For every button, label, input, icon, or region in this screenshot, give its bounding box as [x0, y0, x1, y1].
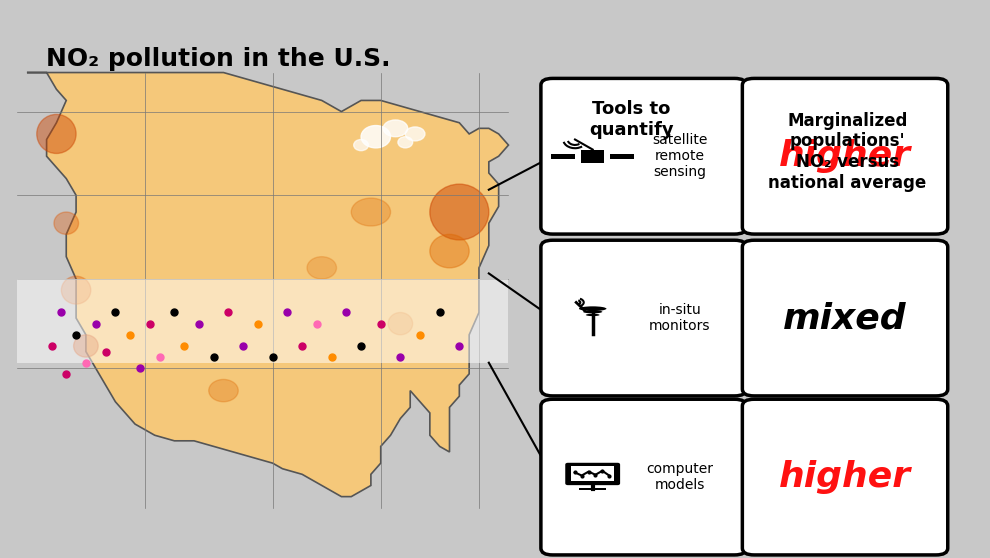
Ellipse shape: [209, 379, 239, 402]
Bar: [571, 466, 614, 482]
Ellipse shape: [307, 257, 337, 279]
Ellipse shape: [54, 212, 78, 234]
Ellipse shape: [351, 198, 390, 226]
FancyBboxPatch shape: [742, 400, 947, 555]
Ellipse shape: [586, 314, 600, 316]
FancyBboxPatch shape: [541, 400, 746, 555]
Bar: [581, 150, 605, 163]
Ellipse shape: [361, 126, 390, 148]
Ellipse shape: [579, 306, 607, 311]
Bar: [579, 488, 607, 490]
Ellipse shape: [61, 276, 91, 304]
FancyBboxPatch shape: [566, 464, 620, 484]
Ellipse shape: [388, 312, 413, 335]
Ellipse shape: [353, 140, 368, 151]
Text: computer
models: computer models: [646, 462, 714, 492]
FancyBboxPatch shape: [742, 78, 947, 234]
Text: NO₂ pollution in the U.S.: NO₂ pollution in the U.S.: [47, 46, 391, 71]
Text: mixed: mixed: [783, 301, 907, 335]
Text: in-situ
monitors: in-situ monitors: [649, 303, 711, 333]
FancyBboxPatch shape: [541, 78, 746, 234]
Ellipse shape: [37, 114, 76, 153]
Ellipse shape: [430, 184, 489, 240]
Text: higher: higher: [779, 460, 911, 494]
Text: Tools to
quantify: Tools to quantify: [589, 100, 673, 140]
Bar: [17, 279, 509, 363]
Ellipse shape: [430, 234, 469, 268]
Ellipse shape: [383, 120, 408, 137]
FancyBboxPatch shape: [541, 240, 746, 396]
Ellipse shape: [405, 127, 425, 141]
Bar: [611, 153, 634, 158]
Ellipse shape: [73, 335, 98, 357]
Text: Marginalized
populations'
NO₂ versus
national average: Marginalized populations' NO₂ versus nat…: [768, 112, 927, 192]
Text: higher: higher: [779, 140, 911, 173]
Bar: [551, 153, 575, 158]
FancyBboxPatch shape: [742, 240, 947, 396]
Text: satellite
remote
sensing: satellite remote sensing: [652, 133, 708, 180]
Ellipse shape: [398, 137, 413, 148]
Ellipse shape: [583, 310, 602, 314]
Polygon shape: [27, 73, 509, 497]
